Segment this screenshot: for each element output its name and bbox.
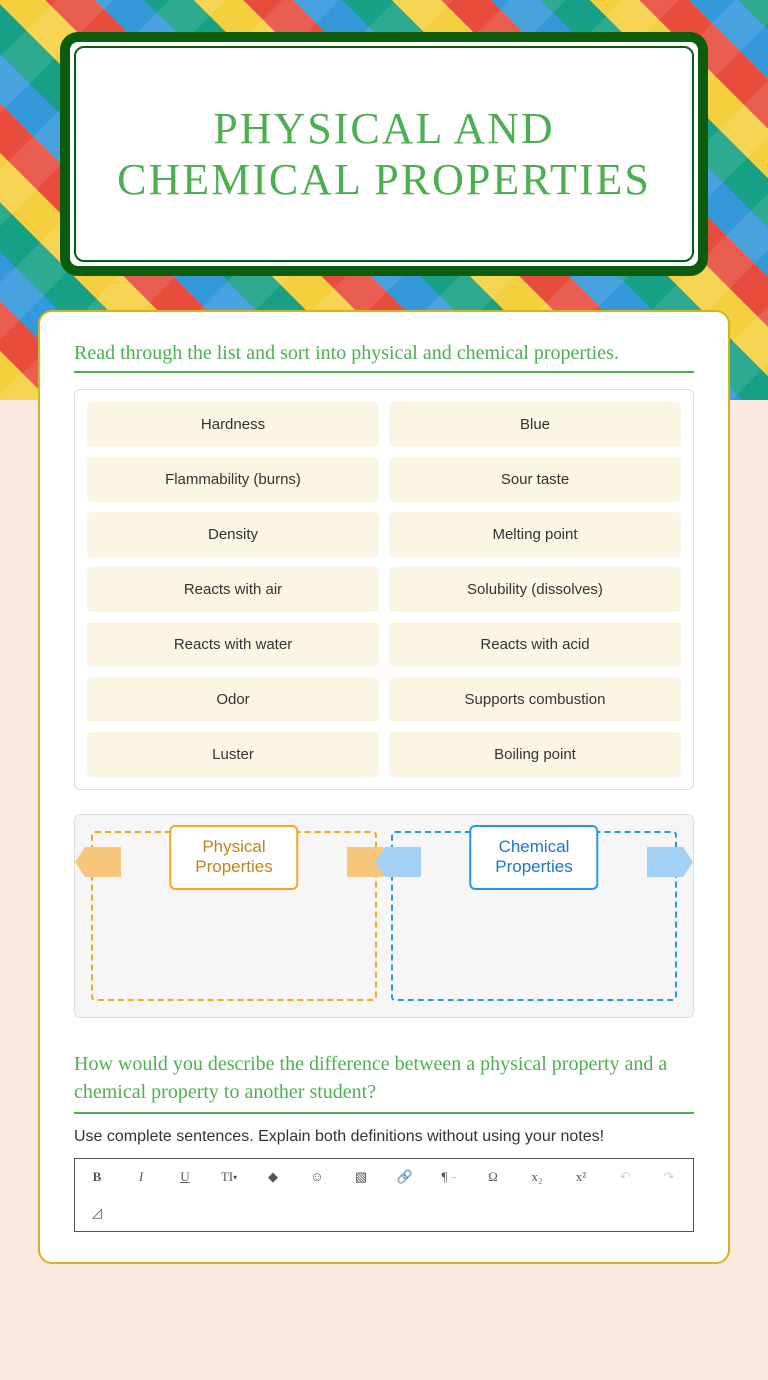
- paragraph-button[interactable]: ¶→: [427, 1159, 471, 1195]
- sortable-item[interactable]: Melting point: [389, 512, 681, 557]
- sortable-item[interactable]: Hardness: [87, 402, 379, 447]
- emoji-button[interactable]: ☺: [295, 1159, 339, 1195]
- redo-button[interactable]: ↷: [647, 1159, 691, 1195]
- sortable-item[interactable]: Reacts with water: [87, 622, 379, 667]
- ribbon-left-icon: [85, 847, 121, 877]
- sortable-item[interactable]: Sour taste: [389, 457, 681, 502]
- sortable-item[interactable]: Solubility (dissolves): [389, 567, 681, 612]
- sortable-item[interactable]: Reacts with acid: [389, 622, 681, 667]
- chemical-drop-zone[interactable]: ChemicalProperties: [391, 831, 677, 1001]
- superscript-button[interactable]: x²: [559, 1159, 603, 1195]
- omega-button[interactable]: Ω: [471, 1159, 515, 1195]
- worksheet-card: Read through the list and sort into phys…: [38, 310, 730, 1264]
- sortable-item[interactable]: Boiling point: [389, 732, 681, 777]
- font-button[interactable]: TI▾: [207, 1159, 251, 1195]
- physical-drop-zone[interactable]: PhysicalProperties: [91, 831, 377, 1001]
- ribbon-left-icon: [385, 847, 421, 877]
- erase-button[interactable]: ◿: [75, 1195, 119, 1231]
- sortable-item[interactable]: Flammability (burns): [87, 457, 379, 502]
- sortable-item[interactable]: Blue: [389, 402, 681, 447]
- sortable-item[interactable]: Density: [87, 512, 379, 557]
- question-text: How would you describe the difference be…: [74, 1050, 694, 1114]
- instruction-text: Read through the list and sort into phys…: [74, 342, 694, 373]
- page-title: PHYSICAL AND CHEMICAL PROPERTIES: [96, 103, 672, 205]
- editor-toolbar: B I U TI▾ ◆ ☺ ▧ 🔗 ¶→ Ω x₂ x² ↶ ↷ ◿: [74, 1158, 694, 1232]
- sortable-item[interactable]: Supports combustion: [389, 677, 681, 722]
- sortable-item[interactable]: Luster: [87, 732, 379, 777]
- underline-button[interactable]: U: [163, 1159, 207, 1195]
- ribbon-right-icon: [647, 847, 683, 877]
- link-button[interactable]: 🔗: [383, 1159, 427, 1195]
- source-items-container: HardnessBlueFlammability (burns)Sour tas…: [74, 389, 694, 790]
- image-button[interactable]: ▧: [339, 1159, 383, 1195]
- subscript-button[interactable]: x₂: [515, 1159, 559, 1195]
- drop-zones-container: PhysicalProperties ChemicalProperties: [74, 814, 694, 1018]
- bold-button[interactable]: B: [75, 1159, 119, 1195]
- sortable-item[interactable]: Odor: [87, 677, 379, 722]
- hint-text: Use complete sentences. Explain both def…: [74, 1128, 694, 1146]
- chemical-label: ChemicalProperties: [469, 825, 598, 890]
- title-card: PHYSICAL AND CHEMICAL PROPERTIES: [60, 32, 708, 276]
- color-button[interactable]: ◆: [251, 1159, 295, 1195]
- undo-button[interactable]: ↶: [603, 1159, 647, 1195]
- italic-button[interactable]: I: [119, 1159, 163, 1195]
- sortable-item[interactable]: Reacts with air: [87, 567, 379, 612]
- physical-label: PhysicalProperties: [169, 825, 298, 890]
